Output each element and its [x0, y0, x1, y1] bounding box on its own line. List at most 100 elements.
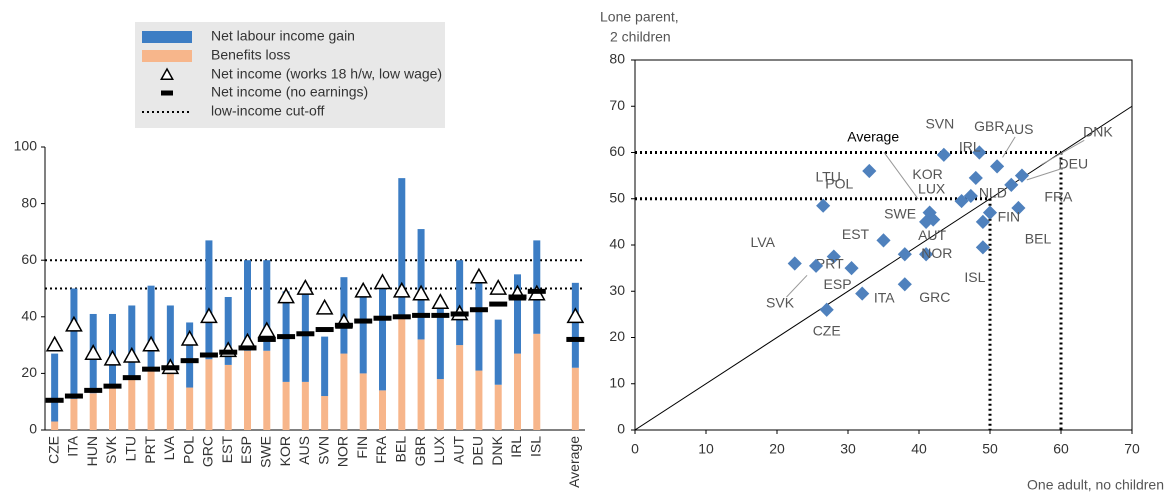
bar-segment: [359, 288, 367, 374]
y-tick-label: 10: [609, 374, 625, 390]
leader-line: [1002, 136, 1016, 158]
diagonal: [634, 105, 1133, 431]
marker-triangle: [470, 267, 488, 284]
point: [975, 240, 990, 255]
bar-segment: [436, 379, 444, 430]
bar-segment: [166, 373, 174, 430]
x-tick-label: IRL: [508, 436, 524, 458]
marker-dash: [180, 358, 199, 364]
marker-triangle: [431, 293, 450, 309]
x-tick-label: LTU: [122, 436, 138, 461]
marker-triangle: [45, 335, 64, 352]
marker-dash: [122, 375, 141, 381]
bar-segment: [147, 285, 155, 371]
point: [975, 214, 990, 229]
point-label: ITA: [874, 289, 895, 305]
bar-segment: [282, 381, 290, 430]
point: [876, 233, 891, 248]
bar-segment: [263, 260, 271, 351]
marker-dash: [277, 334, 296, 340]
x-tick-label: HUN: [84, 436, 100, 466]
bar-segment: [128, 305, 136, 380]
point: [982, 205, 998, 220]
x-tick-label: 0: [631, 441, 639, 457]
point-label: AUS: [1005, 121, 1034, 137]
x-tick-label: 20: [769, 441, 785, 457]
marker-triangle: [103, 349, 122, 366]
bar-segment: [51, 353, 59, 422]
legend-symbol: [161, 90, 173, 96]
x-tick-label: 40: [911, 441, 927, 457]
legend-label: Benefits loss: [211, 47, 290, 63]
bar-segment: [109, 387, 116, 430]
bar-segment: [224, 296, 232, 365]
x-tick-label: POL: [180, 436, 196, 464]
point-label: EST: [842, 226, 870, 242]
point-label: SVN: [925, 116, 954, 132]
x-tick-label: AUT: [450, 436, 466, 464]
y-tick-label: 80: [609, 51, 625, 67]
marker-dash: [219, 349, 238, 355]
x-tick-label: DNK: [489, 435, 505, 465]
point: [954, 193, 969, 209]
bar-segment: [533, 333, 541, 430]
y-tick-label: 20: [21, 364, 37, 380]
marker-triangle: [296, 278, 315, 295]
point: [897, 247, 912, 262]
marker-dash: [566, 336, 585, 342]
point-label: NLD: [979, 185, 1007, 201]
point-label: DEU: [1059, 156, 1089, 172]
point: [844, 261, 859, 276]
point-label: Average: [847, 128, 899, 144]
bar-segment: [244, 350, 251, 430]
marker-triangle: [84, 344, 103, 360]
leader-line: [1040, 139, 1085, 166]
marker-dash: [84, 387, 103, 393]
point-label: AUT: [918, 227, 946, 243]
marker-triangle: [373, 273, 392, 290]
marker-dash: [334, 322, 353, 328]
bar-segment: [224, 364, 232, 430]
x-tick-label: EST: [219, 436, 235, 464]
bar-segment: [205, 240, 213, 360]
x-tick-label: LUX: [431, 435, 447, 463]
y-tick-label: 30: [609, 282, 625, 298]
legend-label: low-income cut-off: [211, 103, 324, 119]
bar-segment: [456, 345, 464, 430]
x-tick-label: Average: [566, 436, 582, 488]
y-tick-label: 0: [617, 421, 625, 437]
x-tick-label: ISL: [527, 436, 543, 457]
marker-dash: [412, 312, 431, 318]
bar-segment: [186, 387, 194, 430]
marker-dash: [238, 345, 257, 351]
point: [816, 198, 831, 213]
x-tick-label: FRA: [373, 435, 389, 464]
x-tick-label: GRC: [200, 436, 216, 467]
point: [919, 247, 934, 262]
marker-dash: [450, 311, 469, 317]
point-label: PRT: [816, 255, 844, 271]
x-tick-label: SVN: [315, 436, 331, 465]
bar-segment: [417, 229, 425, 340]
point: [862, 163, 877, 179]
x-tick-label: ITA: [65, 435, 81, 456]
bar-segment: [379, 390, 386, 430]
legend-swatch: [142, 31, 192, 43]
point-label: SVK: [766, 295, 795, 311]
point-label: IRL: [959, 139, 981, 155]
marker-dash: [103, 383, 122, 389]
x-tick-label: ESP: [238, 436, 254, 464]
y-tick-label: 70: [609, 97, 625, 113]
point: [787, 256, 802, 271]
legend-swatch: [142, 50, 192, 62]
x-tick-label: SWE: [257, 436, 273, 468]
bar-segment: [301, 381, 309, 430]
legend-label: Net income (works 18 h/w, low wage): [211, 66, 442, 82]
leader-line: [786, 274, 808, 298]
bar-segment: [514, 274, 521, 354]
x-tick-label: 50: [982, 441, 998, 457]
y-tick-label: 50: [609, 189, 625, 205]
marker-dash: [45, 397, 64, 403]
marker-dash: [199, 352, 218, 358]
bar-segment: [398, 316, 406, 430]
